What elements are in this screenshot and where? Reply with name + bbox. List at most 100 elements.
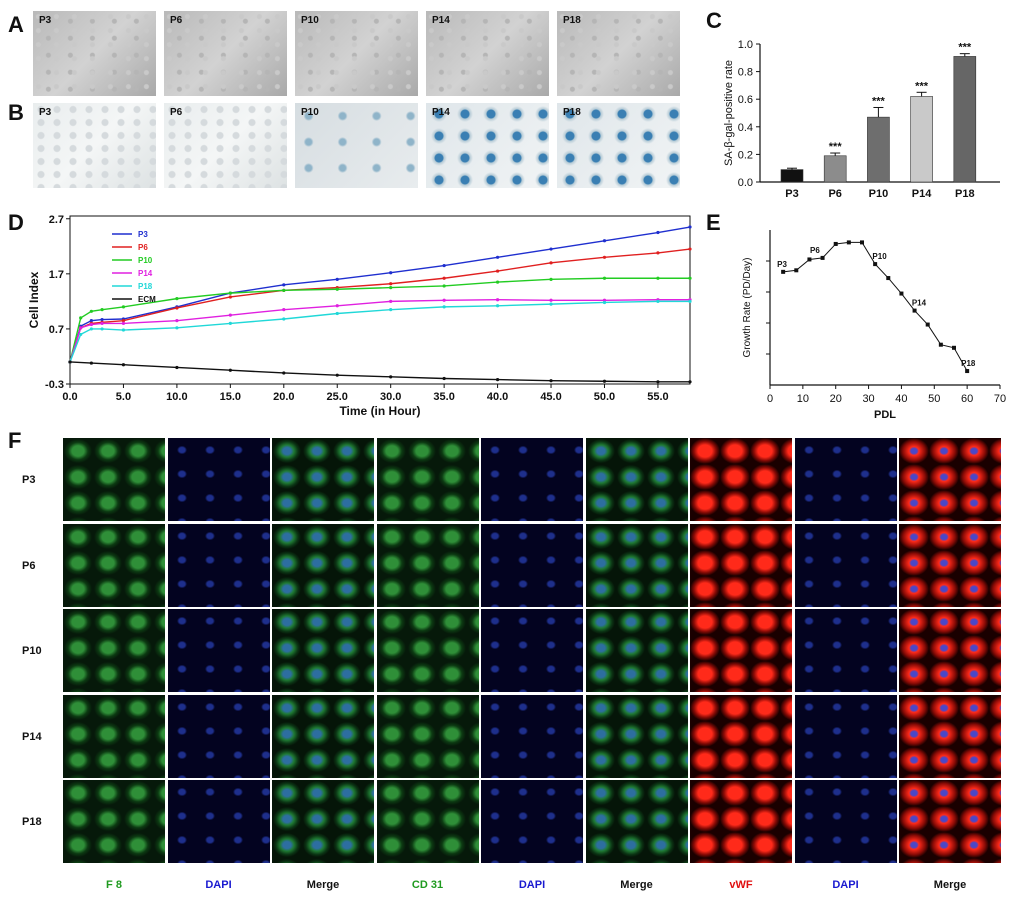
- x-tick-label: 40.0: [487, 391, 508, 403]
- data-point: [495, 269, 500, 273]
- data-point: [602, 255, 607, 259]
- panel-d-cell-index-chart: -0.3 0.7 1.7 2.7 0.0 5.0 10.0 15.0 20.0 25.0 30.0 3…: [27, 214, 692, 418]
- data-point: [335, 373, 339, 377]
- bar-p14: [910, 96, 933, 183]
- data-point: [602, 276, 607, 280]
- data-point: [79, 316, 83, 320]
- x-tick-label: 45.0: [540, 391, 561, 403]
- micrograph-tag: P14: [432, 107, 450, 118]
- data-point: [89, 361, 93, 365]
- panel-label-c: C: [706, 8, 722, 33]
- data-point: [89, 327, 93, 331]
- fluorescence-image: [376, 523, 479, 607]
- x-tick-label: 30.0: [380, 391, 401, 403]
- data-point: [846, 240, 851, 245]
- x-tick-label: 20.0: [273, 391, 294, 403]
- micrograph-a-p3: P3: [33, 11, 156, 96]
- x-tick-label: 55.0: [647, 391, 668, 403]
- data-point: [495, 280, 500, 284]
- bar-p18: [953, 56, 977, 183]
- data-point: [860, 240, 864, 245]
- series-line-p3: [69, 226, 691, 363]
- fluorescence-image: [794, 694, 897, 778]
- point-label-p3: P3: [777, 260, 787, 269]
- data-point: [952, 345, 956, 350]
- fluorescence-image: [272, 694, 374, 778]
- fluorescence-image: [167, 438, 270, 521]
- fluorescence-image: [585, 609, 688, 692]
- micrograph-a-p14: P14: [426, 11, 549, 96]
- fluorescence-image: [585, 780, 688, 863]
- y-tick-label: 0.7: [49, 324, 64, 336]
- significance-label: ***: [829, 141, 843, 153]
- data-point: [602, 300, 607, 305]
- row-label-p14: P14: [22, 730, 42, 743]
- fluorescence-image: [690, 523, 792, 607]
- y-tick-label: 0.2: [738, 149, 753, 161]
- x-tick-label: 70: [994, 393, 1006, 405]
- x-axis-title: Time (in Hour): [339, 404, 420, 418]
- point-label-p14: P14: [912, 299, 927, 308]
- y-tick-label: 1.7: [49, 269, 64, 281]
- bar-p6: [823, 155, 847, 183]
- legend-label: P10: [138, 256, 153, 265]
- data-point: [899, 291, 904, 296]
- column-label: Merge: [933, 879, 967, 891]
- x-tick-label: P10: [869, 188, 889, 200]
- data-point: [602, 239, 607, 243]
- x-tick-label: 50: [928, 393, 940, 405]
- data-point: [121, 319, 126, 323]
- data-point: [100, 321, 104, 326]
- fluorescence-image: [690, 694, 792, 778]
- data-point: [656, 230, 660, 235]
- micrograph-b-p10: P10: [295, 103, 418, 188]
- fluorescence-image: [585, 523, 688, 607]
- micrograph-tag: P6: [170, 107, 183, 118]
- y-tick-label: -0.3: [45, 379, 64, 391]
- x-tick-label: 50.0: [594, 391, 615, 403]
- data-point: [228, 291, 232, 295]
- bar-p3: [780, 169, 804, 183]
- x-tick-label: 25.0: [327, 391, 348, 403]
- data-point: [335, 311, 339, 316]
- fluorescence-image: [899, 523, 1001, 607]
- micrograph-tag: P3: [39, 107, 52, 118]
- data-point: [389, 299, 393, 303]
- panel-label-a: A: [8, 12, 24, 37]
- legend-label: P3: [138, 230, 148, 239]
- row-label-p10: P10: [22, 645, 42, 657]
- data-point: [820, 255, 825, 260]
- point-label-p6: P6: [810, 246, 820, 255]
- y-tick-label: 0.6: [738, 94, 753, 106]
- micrograph-tag: P10: [301, 107, 319, 118]
- x-tick-label: 15.0: [220, 391, 241, 403]
- data-point: [100, 308, 104, 312]
- data-point: [100, 317, 104, 322]
- data-point: [121, 305, 126, 309]
- fluorescence-image: [63, 609, 165, 692]
- fluorescence-image: [585, 694, 688, 778]
- data-point: [925, 322, 930, 327]
- significance-label: ***: [958, 42, 972, 54]
- data-point: [335, 287, 339, 291]
- data-point: [602, 298, 607, 302]
- data-point: [335, 277, 339, 281]
- data-point: [781, 269, 786, 274]
- micrograph-tag: P18: [563, 107, 581, 118]
- fluorescence-image: [63, 438, 165, 521]
- fluorescence-image: [272, 523, 374, 607]
- data-point: [175, 306, 179, 310]
- fluorescence-image: [167, 523, 270, 607]
- fluorescence-image: [481, 694, 583, 778]
- panel-label-e: E: [706, 210, 721, 235]
- data-point: [175, 326, 179, 330]
- x-tick-label: P3: [785, 188, 798, 200]
- micrograph-tag: P6: [170, 15, 183, 26]
- series-line-ecm: [69, 361, 690, 383]
- micrograph-a-p10: P10: [295, 11, 418, 96]
- data-point: [228, 321, 232, 326]
- data-point: [228, 295, 232, 299]
- data-point: [89, 319, 93, 323]
- x-tick-label: 10.0: [166, 391, 187, 403]
- micrograph-b-p14: P14: [426, 103, 549, 188]
